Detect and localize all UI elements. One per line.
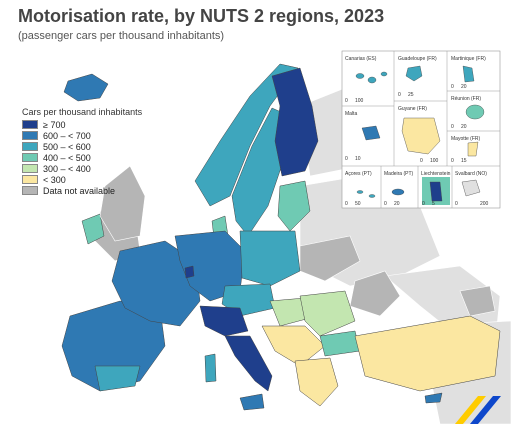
legend-item: 600 – < 700 — [22, 130, 172, 141]
inset-scale-end-svalbard: 200 — [480, 201, 489, 207]
inset-label-canarias: Canarias (ES) — [345, 56, 377, 62]
inset-scale-end-acores: 50 — [355, 201, 361, 207]
inset-scale-start-madeira: 0 — [384, 201, 387, 207]
inset-label-martinique: Martinique (FR) — [451, 56, 486, 62]
inset-scale-start-liechtenstein: 0 — [422, 201, 425, 207]
inset-scale-end-mayotte: 15 — [461, 158, 467, 164]
italy-region — [224, 335, 273, 392]
legend-rows: ≥ 700 600 – < 700 500 – < 600 400 – < 500 30… — [22, 119, 172, 196]
inset-scale-start-martinique: 0 — [451, 84, 454, 90]
romania-region — [299, 290, 356, 337]
inset-scale-start-malta: 0 — [345, 156, 348, 162]
inset-scale-end-guadeloupe: 25 — [408, 92, 414, 98]
legend-label: 400 – < 500 — [43, 152, 91, 163]
inset-scale-end-liechtenstein: 5 — [432, 201, 435, 207]
inset-scale-end-guyane: 100 — [430, 158, 439, 164]
legend-label: < 300 — [43, 174, 66, 185]
legend-swatch — [22, 120, 38, 129]
inset-scale-start-canarias: 0 — [345, 98, 348, 104]
legend-title: Cars per thousand inhabitants — [22, 107, 143, 117]
inset-scale-end-martinique: 20 — [461, 84, 467, 90]
balkans-region — [261, 325, 326, 367]
inset-label-guyane: Guyane (FR) — [398, 106, 427, 112]
legend-swatch — [22, 186, 38, 195]
sicily-region — [239, 393, 265, 411]
france-region — [111, 240, 201, 327]
legend-label: 500 – < 600 — [43, 141, 91, 152]
inset-label-madeira: Madeira (PT) — [384, 171, 414, 177]
legend: Cars per thousand inhabitants ≥ 700 600 –… — [22, 107, 172, 196]
legend-item: 500 – < 600 — [22, 141, 172, 152]
legend-swatch — [22, 164, 38, 173]
sardinia-region — [204, 353, 217, 383]
legend-swatch — [22, 153, 38, 162]
iceland-region — [63, 73, 109, 102]
logo-mark — [455, 396, 501, 424]
ireland-region — [81, 213, 105, 245]
greece-region — [294, 357, 339, 407]
legend-label: ≥ 700 — [43, 119, 66, 130]
legend-item: 300 – < 400 — [22, 163, 172, 174]
inset-label-malta: Malta — [345, 111, 357, 117]
inset-panels: Canarias (ES) Guadeloupe (FR) Martinique… — [341, 50, 501, 209]
poland-region — [239, 230, 301, 287]
inset-scale-start-acores: 0 — [345, 201, 348, 207]
inset-label-liechtenstein: Liechtenstein — [421, 171, 451, 177]
luxembourg-region — [184, 265, 195, 279]
inset-scale-start-reunion: 0 — [451, 124, 454, 130]
inset-label-guadeloupe: Guadeloupe (FR) — [398, 56, 437, 62]
inset-scale-start-svalbard: 0 — [455, 201, 458, 207]
map-svg: Canarias (ES) Guadeloupe (FR) Martinique… — [61, 50, 511, 425]
inset-scale-start-mayotte: 0 — [451, 158, 454, 164]
inset-scale-end-malta: 10 — [355, 156, 361, 162]
legend-label: 600 – < 700 — [43, 130, 91, 141]
map-title: Motorisation rate, by NUTS 2 regions, 20… — [18, 6, 385, 26]
finland-region — [271, 67, 319, 177]
legend-item: < 300 — [22, 174, 172, 185]
spain-south-region — [94, 365, 141, 392]
inset-scale-start-guadeloupe: 0 — [398, 92, 401, 98]
inset-scale-start-guyane: 0 — [420, 158, 423, 164]
inset-scale-end-madeira: 20 — [394, 201, 400, 207]
inset-label-mayotte: Mayotte (FR) — [451, 136, 481, 142]
inset-label-reunion: Réunion (FR) — [451, 96, 481, 102]
legend-swatch — [22, 142, 38, 151]
choropleth-map: Canarias (ES) Guadeloupe (FR) Martinique… — [0, 46, 511, 425]
legend-item: 400 – < 500 — [22, 152, 172, 163]
inset-scale-end-reunion: 20 — [461, 124, 467, 130]
legend-item: Data not available — [22, 185, 172, 196]
uk-no-data — [99, 165, 146, 242]
italy-north-region — [199, 305, 249, 337]
legend-swatch — [22, 175, 38, 184]
baltic-regions — [277, 180, 311, 232]
map-subtitle: (passenger cars per thousand inhabitants… — [18, 30, 225, 42]
legend-label: 300 – < 400 — [43, 163, 91, 174]
legend-label: Data not available — [43, 185, 116, 196]
legend-swatch — [22, 131, 38, 140]
bulgaria-region — [319, 330, 361, 357]
inset-scale-end-canarias: 100 — [355, 98, 364, 104]
legend-item: ≥ 700 — [22, 119, 172, 130]
turkey-region — [354, 315, 501, 392]
inset-label-svalbard: Svalbard (NO) — [455, 171, 487, 177]
cyprus-region — [424, 392, 443, 404]
inset-label-acores: Açores (PT) — [345, 171, 372, 177]
